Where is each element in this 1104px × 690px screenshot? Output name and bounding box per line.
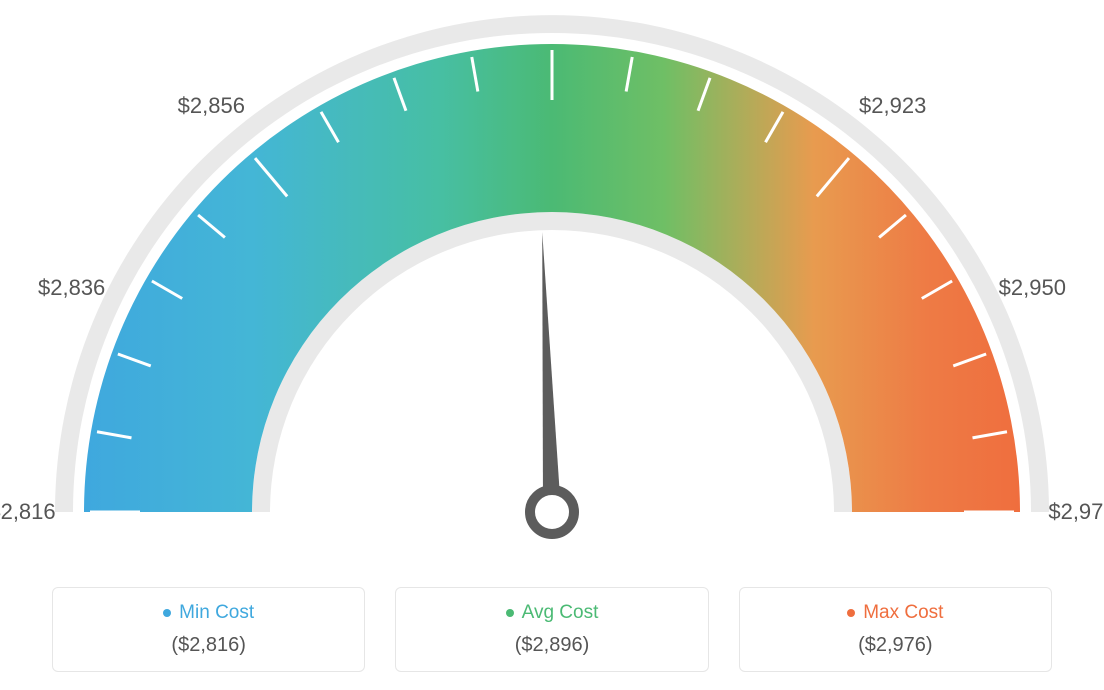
legend-value: ($2,976) bbox=[750, 634, 1041, 657]
legend-label: Max Cost bbox=[863, 602, 943, 624]
dot-icon bbox=[506, 609, 514, 617]
gauge-scale-label: $2,950 bbox=[999, 275, 1066, 301]
dot-icon bbox=[847, 609, 855, 617]
legend-value: ($2,816) bbox=[63, 634, 354, 657]
gauge-scale-label: $2,976 bbox=[1048, 499, 1104, 525]
gauge-scale-label: $2,856 bbox=[178, 93, 245, 119]
gauge-needle bbox=[542, 232, 561, 512]
legend-label: Avg Cost bbox=[522, 602, 599, 624]
gauge-svg bbox=[0, 0, 1104, 560]
gauge-scale-label: $2,923 bbox=[859, 93, 926, 119]
gauge-scale-label: $2,836 bbox=[38, 275, 105, 301]
gauge-chart: $2,816$2,836$2,856$2,896$2,923$2,950$2,9… bbox=[0, 0, 1104, 560]
dot-icon bbox=[163, 609, 171, 617]
gauge-needle-hub bbox=[530, 490, 574, 534]
legend-label: Min Cost bbox=[179, 602, 254, 624]
legend-title-max: Max Cost bbox=[847, 602, 943, 624]
legend-title-avg: Avg Cost bbox=[506, 602, 599, 624]
legend-card-min: Min Cost ($2,816) bbox=[52, 587, 365, 672]
legend-card-avg: Avg Cost ($2,896) bbox=[395, 587, 708, 672]
legend-title-min: Min Cost bbox=[163, 602, 254, 624]
legend-value: ($2,896) bbox=[406, 634, 697, 657]
legend-card-max: Max Cost ($2,976) bbox=[739, 587, 1052, 672]
legend-row: Min Cost ($2,816) Avg Cost ($2,896) Max … bbox=[52, 587, 1052, 672]
gauge-scale-label: $2,816 bbox=[0, 499, 56, 525]
